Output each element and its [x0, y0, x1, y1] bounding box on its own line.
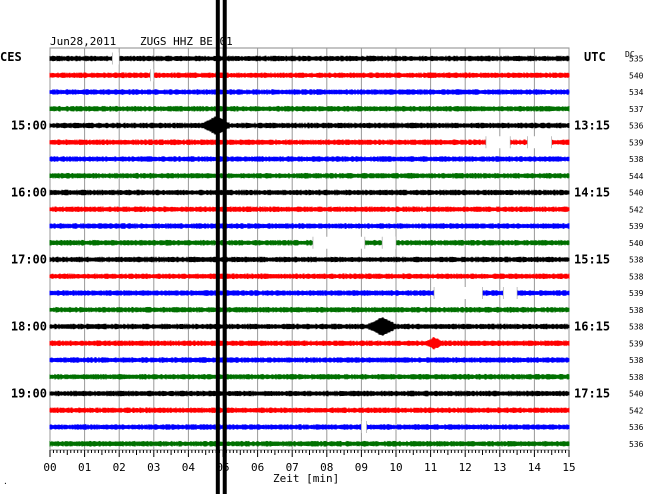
- trace-line: [49, 256, 570, 263]
- dc-offset-label: 542: [629, 406, 644, 415]
- x-tick-label: 01: [78, 461, 91, 474]
- x-tick-label: 05: [216, 461, 229, 474]
- trace-line: [49, 105, 570, 112]
- chart-grid: [49, 47, 570, 451]
- trace-line: [49, 156, 570, 162]
- left-hour-label: 19:00: [11, 387, 47, 401]
- trace-line: [49, 407, 570, 414]
- dc-offset-label: 538: [629, 256, 644, 265]
- trace-line: [49, 390, 570, 397]
- data-gap: [112, 52, 120, 65]
- dc-offset-label: 538: [629, 272, 644, 281]
- data-gap: [527, 136, 552, 149]
- left-timezone-label: CES: [0, 50, 22, 64]
- trace-line: [49, 317, 570, 336]
- dc-offset-label: 542: [629, 205, 644, 214]
- x-tick-label: 12: [459, 461, 472, 474]
- dc-offset-label: 538: [629, 155, 644, 164]
- x-axis-label: Zeit [min]: [273, 472, 339, 485]
- trace-line: [49, 139, 570, 146]
- right-time-label: 13:15: [574, 119, 610, 133]
- dc-offset-label: 539: [629, 222, 644, 231]
- dc-offset-label: 536: [629, 440, 644, 449]
- x-tick-label: 15: [562, 461, 575, 474]
- trace-line: [49, 273, 570, 280]
- x-tick-label: 07: [286, 461, 299, 474]
- left-hour-label: 16:00: [11, 186, 47, 200]
- trace-line: [49, 424, 570, 430]
- left-hour-label: 17:00: [11, 253, 47, 267]
- trace-line: [49, 440, 570, 447]
- data-gap: [434, 287, 483, 299]
- x-tick-label: 02: [113, 461, 126, 474]
- gap-group: [111, 52, 553, 433]
- dc-offset-label: 538: [629, 306, 644, 315]
- dc-offset-label: 540: [629, 390, 644, 399]
- dc-offset-label: 538: [629, 373, 644, 382]
- trace-line: [49, 223, 570, 229]
- x-axis: 00 01 02 03 04 05 06 07 08 09 10 11 12 13 14 15: [43, 450, 576, 474]
- dc-offset-label: 544: [629, 172, 644, 181]
- x-tick-label: 11: [424, 461, 437, 474]
- right-time-label: 17:15: [574, 387, 610, 401]
- x-tick-label: 09: [355, 461, 368, 474]
- left-hour-label: 15:00: [11, 119, 47, 133]
- x-tick-label: 10: [389, 461, 402, 474]
- data-gap: [485, 136, 511, 149]
- right-time-label: 16:15: [574, 320, 610, 334]
- x-tick-label: 08: [320, 461, 333, 474]
- dc-offset-label: 538: [629, 323, 644, 332]
- trace-group: [49, 55, 570, 447]
- x-tick-label: 00: [43, 461, 56, 474]
- dc-offset-label: 537: [629, 105, 644, 114]
- dc-offset-label: 539: [629, 289, 644, 298]
- data-gap: [361, 421, 367, 433]
- trace-line: [49, 55, 570, 62]
- footer-mark: .: [3, 477, 8, 486]
- right-time-label: 14:15: [574, 186, 610, 200]
- dc-offset-label: 534: [629, 88, 644, 97]
- x-tick-label: 04: [182, 461, 196, 474]
- x-tick-label: 14: [528, 461, 542, 474]
- dc-offset-label: 539: [629, 339, 644, 348]
- label-group: 15:00 16:00 17:00 18:00 19:00 13:15 14:15 15:15…: [11, 55, 644, 449]
- x-tick-label: 13: [493, 461, 506, 474]
- dc-offset-label: 540: [629, 189, 644, 198]
- dc-offset-label: 539: [629, 138, 644, 147]
- dc-offset-label: 540: [629, 239, 644, 248]
- trace-line: [49, 89, 570, 95]
- dc-offset-label: 540: [629, 71, 644, 80]
- trace-line: [49, 206, 570, 213]
- trace-line: [49, 306, 570, 313]
- chart-title-station: ZUGS HHZ BE 01: [140, 35, 233, 48]
- trace-line: [49, 357, 570, 363]
- trace-line: [49, 172, 570, 179]
- right-time-label: 15:15: [574, 253, 610, 267]
- trace-line: [49, 373, 570, 380]
- x-tick-label: 06: [251, 461, 264, 474]
- dc-offset-label: 536: [629, 122, 644, 131]
- dc-offset-label: 535: [629, 55, 644, 64]
- dc-label: DC: [625, 50, 635, 59]
- trace-line: [49, 116, 570, 135]
- trace-line: [49, 337, 570, 350]
- chart-title-date: Jun28,2011: [50, 35, 116, 48]
- trace-line: [49, 239, 570, 246]
- right-timezone-label: UTC: [584, 50, 606, 64]
- dc-offset-label: 538: [629, 356, 644, 365]
- left-hour-label: 18:00: [11, 320, 47, 334]
- trace-line: [49, 189, 570, 196]
- marker-group: [215, 0, 227, 494]
- trace-line: [49, 72, 570, 79]
- x-tick-label: 03: [147, 461, 160, 474]
- data-gap: [150, 69, 154, 82]
- dc-offset-label: 536: [629, 423, 644, 432]
- data-gap: [503, 287, 518, 299]
- data-gap: [312, 236, 365, 249]
- data-gap: [382, 236, 396, 249]
- trace-line: [49, 290, 570, 296]
